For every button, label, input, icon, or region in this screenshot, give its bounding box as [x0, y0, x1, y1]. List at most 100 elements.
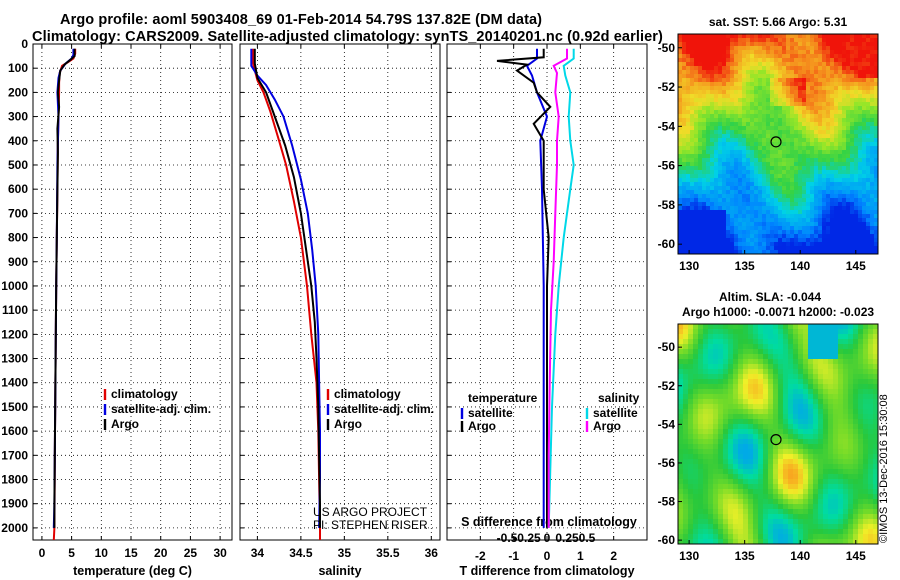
sla-map-cell: [788, 454, 794, 460]
sla-map-cell: [843, 394, 849, 400]
sst-map-cell: [698, 150, 703, 155]
sla-map-cell: [838, 329, 844, 335]
sst-map-cell: [714, 102, 719, 107]
footer-copyright: ©IMOS 13-Dec-2016 15:30:08: [878, 394, 890, 543]
sla-map-cell: [723, 499, 729, 505]
sst-map-cell: [762, 50, 767, 55]
sst-map-cell: [678, 138, 683, 143]
sst-map-cell: [806, 62, 811, 67]
sst-map-cell: [870, 130, 875, 135]
sla-map-cell: [868, 394, 874, 400]
sla-map-cell: [733, 404, 739, 410]
sst-map-cell: [726, 146, 731, 151]
sla-map-cell: [758, 419, 764, 425]
sla-map-cell: [793, 419, 799, 425]
sla-map-cell: [848, 519, 854, 525]
sst-map-cell: [870, 58, 875, 63]
sla-map-cell: [698, 374, 704, 380]
sst-map-cell: [694, 182, 699, 187]
sla-map-cell: [843, 384, 849, 390]
sst-map-cell: [710, 38, 715, 43]
sst-map-cell: [778, 42, 783, 47]
sla-map-cell: [718, 379, 724, 385]
sla-map-cell: [703, 529, 709, 535]
sla-map-cell: [823, 394, 829, 400]
sst-map-cell: [694, 170, 699, 175]
sst-map-cell: [782, 54, 787, 59]
sst-map-cell: [870, 106, 875, 111]
sst-map-cell: [854, 86, 859, 91]
sla-map-cell: [813, 434, 819, 440]
sla-map-cell: [688, 349, 694, 355]
sst-map-cell: [698, 218, 703, 223]
sla-map-cell: [818, 519, 824, 525]
sla-map-cell: [853, 469, 859, 475]
sst-map-cell: [790, 230, 795, 235]
sla-map-cell: [788, 459, 794, 465]
sst-map-cell: [762, 90, 767, 95]
sst-map-cell: [694, 230, 699, 235]
sst-map-cell: [866, 166, 871, 171]
sla-map-cell: [713, 509, 719, 515]
sla-map-cell: [793, 504, 799, 510]
sst-map-cell: [698, 78, 703, 83]
sst-map-cell: [862, 230, 867, 235]
sst-map-cell: [730, 34, 735, 39]
sst-map-cell: [802, 34, 807, 39]
sst-map-cell: [810, 110, 815, 115]
sla-map-cell: [688, 389, 694, 395]
sla-map-cell: [833, 334, 839, 340]
sst-map-cell: [698, 138, 703, 143]
sst-map-cell: [726, 90, 731, 95]
sst-map-cell: [718, 162, 723, 167]
sst-map-ytick-label: -58: [658, 198, 676, 212]
sst-map-cell: [778, 62, 783, 67]
sst-map-cell: [858, 218, 863, 223]
sla-map-cell: [713, 424, 719, 430]
sla-map-cell: [848, 489, 854, 495]
sst-map-cell: [774, 202, 779, 207]
sla-map-cell: [758, 479, 764, 485]
sla-map-cell: [688, 529, 694, 535]
salinity-profile-series-argo: [253, 48, 321, 528]
sst-map-cell: [702, 38, 707, 43]
sst-map-cell: [702, 138, 707, 143]
sst-map-cell: [718, 246, 723, 251]
sst-map-cell: [766, 150, 771, 155]
sla-map-cell: [723, 374, 729, 380]
sla-map-cell: [808, 359, 814, 365]
sst-map-cell: [706, 210, 711, 215]
sst-map-cell: [694, 178, 699, 183]
sst-map-cell: [846, 206, 851, 211]
sst-map-cell: [854, 178, 859, 183]
sla-map-cell: [738, 379, 744, 385]
sst-map-cell: [726, 190, 731, 195]
sla-map-cell: [788, 364, 794, 370]
sst-map-cell: [710, 234, 715, 239]
sst-map-cell: [774, 206, 779, 211]
sla-map-cell: [783, 369, 789, 375]
sla-map-cell: [683, 359, 689, 365]
sst-map-cell: [866, 34, 871, 39]
sst-map-cell: [702, 162, 707, 167]
sst-map-cell: [790, 190, 795, 195]
sst-map-cell: [842, 178, 847, 183]
sst-map-cell: [826, 210, 831, 215]
sla-map-cell: [718, 374, 724, 380]
sla-map-cell: [818, 509, 824, 515]
sla-map-cell: [698, 494, 704, 500]
sst-map-cell: [706, 246, 711, 251]
sst-map-cell: [782, 42, 787, 47]
sst-map-cell: [806, 178, 811, 183]
sst-map-cell: [850, 202, 855, 207]
sla-map-cell: [758, 379, 764, 385]
sst-map-cell: [794, 202, 799, 207]
sla-map-cell: [873, 439, 879, 445]
sst-map-cell: [822, 158, 827, 163]
sla-map-cell: [848, 504, 854, 510]
sst-map-cell: [702, 42, 707, 47]
sla-map-cell: [738, 384, 744, 390]
sst-map-cell: [718, 74, 723, 79]
sst-map-cell: [846, 238, 851, 243]
sst-map-cell: [858, 34, 863, 39]
